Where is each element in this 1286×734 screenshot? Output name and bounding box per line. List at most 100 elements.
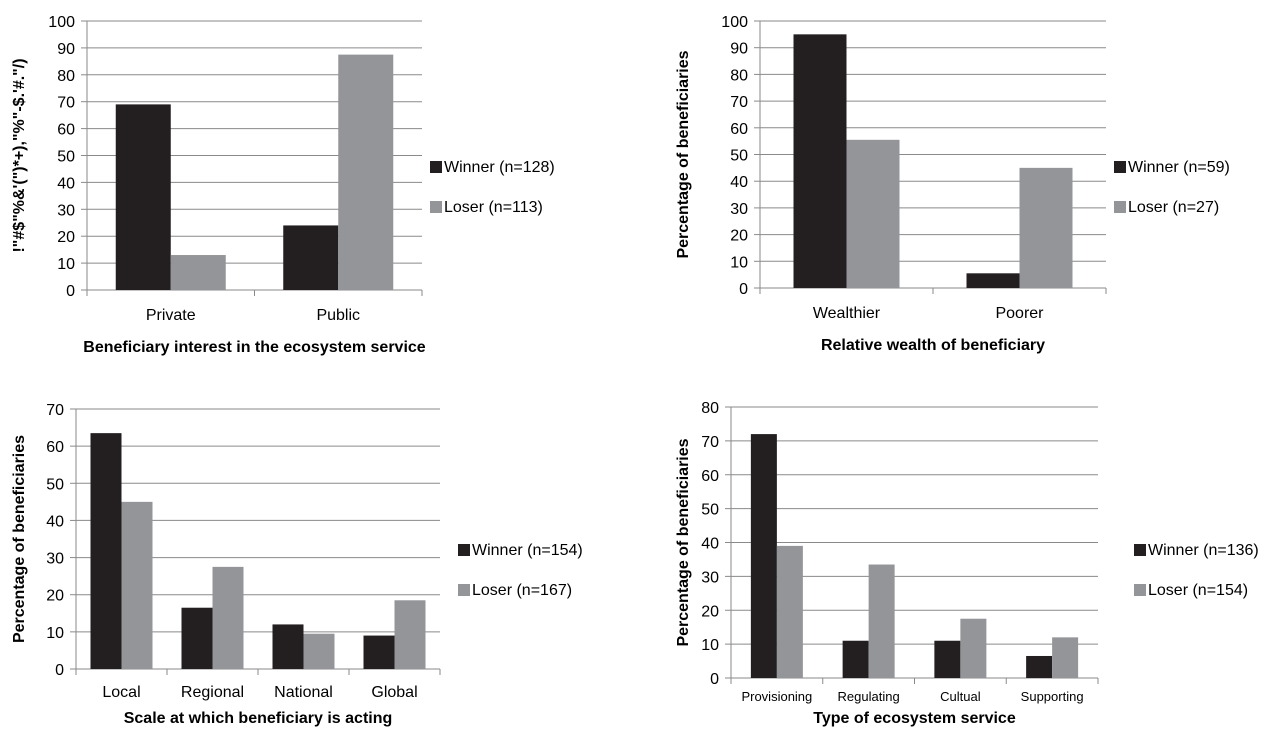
chart-4: 0 10 20 30 40 50 60 70 80 Provisioning Regulating C… — [675, 400, 1259, 727]
bar-loser-cultual — [960, 618, 987, 678]
bar-loser-provisioning — [776, 545, 803, 678]
y-tick-label: 60 — [701, 468, 719, 485]
bar-winner-wealthier — [793, 34, 847, 288]
y-tick-label: 0 — [710, 671, 719, 688]
y-tick-label: 90 — [57, 41, 75, 58]
x-axis-title: Beneficiary interest in the ecosystem se… — [83, 339, 425, 356]
bar-loser-regional — [212, 566, 244, 669]
y-tick-label: 30 — [701, 569, 719, 586]
x-tick-label: Provisioning — [741, 689, 812, 704]
bar-winner-cultual — [934, 640, 961, 678]
legend-label-winner: Winner (n=154) — [472, 542, 583, 559]
legend-swatch-loser — [458, 584, 470, 596]
bar-winner-global — [363, 635, 395, 669]
legend-swatch-loser — [1134, 584, 1146, 596]
legend-label-winner: Winner (n=128) — [444, 159, 555, 176]
legend-swatch-winner — [430, 161, 442, 173]
legend-swatch-loser — [1114, 201, 1126, 213]
y-tick-label: 50 — [46, 476, 64, 493]
y-tick-label: 90 — [730, 41, 748, 58]
bar-loser-poorer — [1019, 167, 1073, 288]
y-tick-label: 20 — [57, 229, 75, 246]
x-tick-label: Supporting — [1021, 689, 1084, 704]
legend-label-loser: Loser (n=167) — [472, 582, 572, 599]
legend-swatch-winner — [458, 544, 470, 556]
y-tick-label: 10 — [730, 254, 748, 271]
legend-label-winner: Winner (n=59) — [1128, 159, 1230, 176]
bar-loser-wealthier — [846, 139, 900, 288]
bar-winner-national — [272, 624, 304, 669]
x-axis-title: Relative wealth of beneficiary — [821, 337, 1045, 354]
x-tick-label: Poorer — [995, 305, 1044, 322]
y-axis-title: Percentage of beneficiaries — [11, 435, 28, 643]
bar-loser-global — [394, 600, 426, 669]
chart-2: 0 10 20 30 40 50 60 70 80 90 100 Wealthier Poorer Rel… — [675, 14, 1230, 354]
y-tick-label: 60 — [57, 122, 75, 139]
bar-winner-poorer — [966, 273, 1020, 288]
y-tick-label: 100 — [721, 14, 748, 31]
chart-1: 0 10 20 30 40 50 60 70 80 90 100 Private Public Benef… — [11, 14, 555, 356]
x-axis-title: Scale at which beneficiary is acting — [124, 710, 393, 727]
y-tick-label: 70 — [46, 402, 64, 419]
y-tick-label: 80 — [57, 68, 75, 85]
y-tick-label: 50 — [730, 148, 748, 165]
y-tick-label: 10 — [46, 625, 64, 642]
y-tick-label: 30 — [46, 551, 64, 568]
y-tick-label: 60 — [730, 121, 748, 138]
legend-label-loser: Loser (n=113) — [444, 199, 543, 216]
bar-winner-regional — [181, 607, 213, 669]
y-axis-title: Percentage of beneficiaries — [675, 50, 692, 258]
y-tick-label: 40 — [57, 175, 75, 192]
bar-winner-supporting — [1026, 655, 1053, 678]
bar-winner-local — [90, 433, 122, 669]
y-tick-label: 0 — [739, 281, 748, 298]
y-tick-label: 30 — [57, 202, 75, 219]
y-tick-label: 30 — [730, 201, 748, 218]
bar-loser-public — [338, 54, 394, 290]
y-tick-label: 40 — [46, 513, 64, 530]
y-tick-label: 80 — [730, 67, 748, 84]
y-tick-label: 50 — [701, 502, 719, 519]
bar-loser-national — [303, 633, 335, 669]
x-tick-label: Regulating — [838, 689, 900, 704]
chart-3: 0 10 20 30 40 50 60 70 Local Regional National Glob… — [11, 402, 583, 727]
x-tick-label: Public — [316, 307, 360, 324]
y-axis-title: !"#$"%&'(")*+),"%"-$.'#."/) — [11, 58, 28, 252]
legend-label-winner: Winner (n=136) — [1148, 542, 1259, 559]
x-tick-label: Private — [146, 307, 196, 324]
y-tick-label: 40 — [701, 536, 719, 553]
y-tick-label: 10 — [701, 637, 719, 654]
x-axis-title: Type of ecosystem service — [813, 710, 1016, 727]
bar-winner-private — [115, 104, 171, 290]
bar-winner-public — [283, 225, 339, 290]
y-tick-label: 60 — [46, 439, 64, 456]
y-tick-label: 0 — [66, 283, 75, 300]
y-tick-label: 70 — [701, 434, 719, 451]
legend-swatch-winner — [1134, 544, 1146, 556]
y-tick-label: 20 — [730, 228, 748, 245]
y-tick-label: 10 — [57, 256, 75, 273]
legend-swatch-loser — [430, 201, 442, 213]
y-tick-label: 70 — [57, 95, 75, 112]
legend-label-loser: Loser (n=154) — [1148, 582, 1248, 599]
x-tick-label: Wealthier — [813, 305, 881, 322]
y-tick-label: 20 — [701, 603, 719, 620]
x-tick-label: National — [274, 684, 333, 701]
y-tick-label: 50 — [57, 149, 75, 166]
legend-label-loser: Loser (n=27) — [1128, 199, 1219, 216]
x-tick-label: Regional — [181, 684, 244, 701]
y-tick-label: 100 — [48, 14, 75, 31]
bar-winner-provisioning — [750, 434, 777, 678]
x-tick-label: Global — [371, 684, 417, 701]
y-axis-title: Percentage of beneficiaries — [675, 438, 692, 646]
y-tick-label: 20 — [46, 588, 64, 605]
bar-winner-regulating — [842, 640, 869, 678]
bar-loser-supporting — [1052, 637, 1079, 678]
y-tick-label: 80 — [701, 400, 719, 417]
x-tick-label: Cultual — [940, 689, 981, 704]
y-tick-label: 40 — [730, 174, 748, 191]
bar-loser-private — [170, 255, 226, 290]
bar-loser-local — [121, 501, 153, 669]
bar-loser-regulating — [868, 564, 895, 678]
